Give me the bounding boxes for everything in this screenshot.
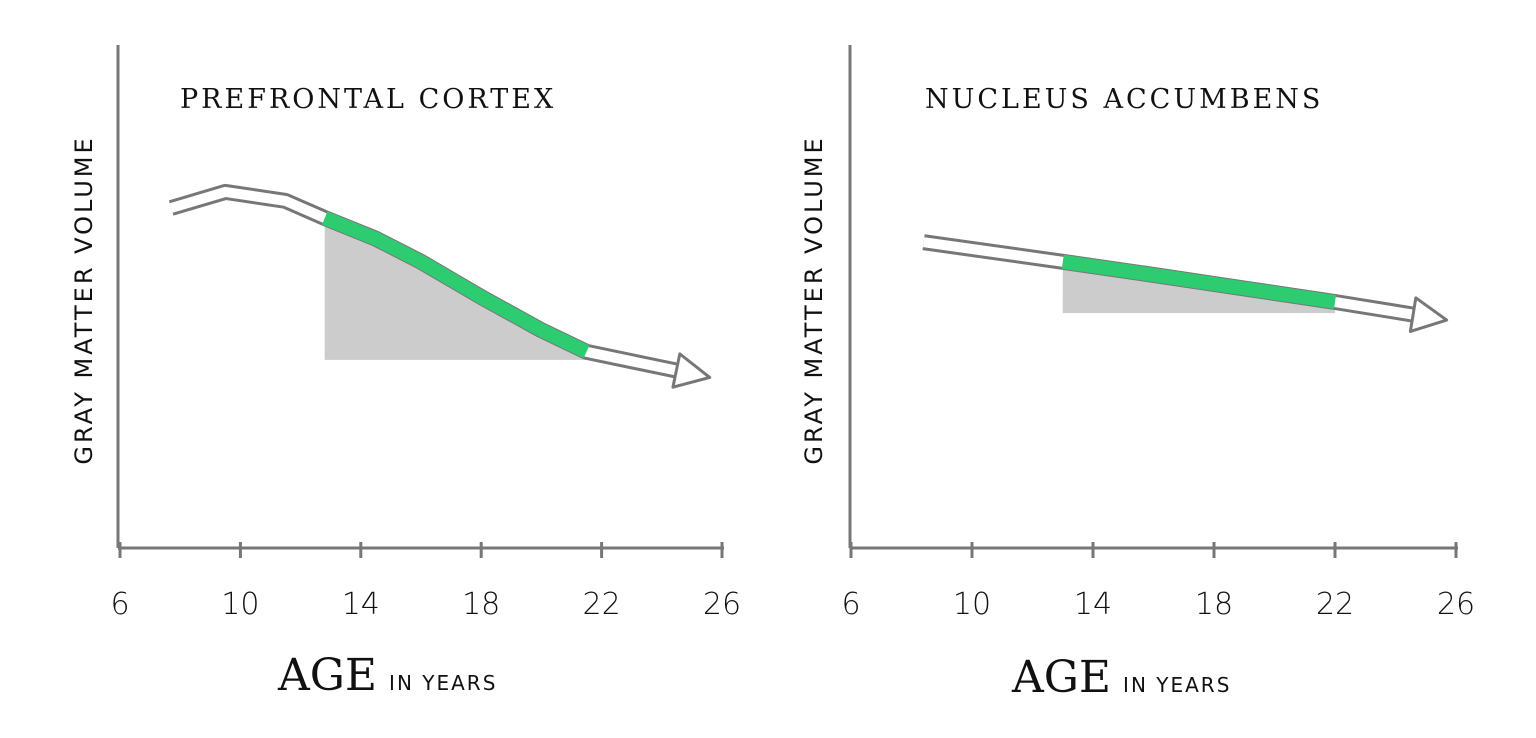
x-tick-label: 6: [841, 587, 860, 622]
y-axis-label: GRAY MATTER VOLUME: [70, 135, 98, 464]
chart-title: PREFRONTAL CORTEX: [180, 84, 556, 115]
x-tick-label: 18: [462, 587, 500, 622]
x-tick-label: 10: [953, 587, 991, 622]
x-tick-label: 26: [703, 587, 741, 622]
x-tick-label: 18: [1195, 587, 1233, 622]
x-tick-label: 10: [221, 587, 259, 622]
x-tick-label: 22: [1316, 587, 1354, 622]
highlight-segment: [322, 211, 590, 359]
x-tick-label: 14: [342, 587, 380, 622]
x-axis-label: AGE IN YEARS: [277, 650, 497, 701]
y-axis-label: GRAY MATTER VOLUME: [800, 135, 828, 464]
x-tick-label: 6: [110, 587, 129, 622]
x-tick-label: 22: [583, 587, 621, 622]
x-tick-label: 26: [1437, 587, 1475, 622]
chart-title: NUCLEUS ACCUMBENS: [925, 84, 1323, 115]
x-tick-label: 14: [1074, 587, 1112, 622]
arrow-head-icon: [1408, 296, 1449, 333]
chart-panel-1: 6 10 14 18 22 26 PREFRONTAL CORTEX GRAY MATTER …: [70, 45, 741, 701]
x-axis-label: AGE IN YEARS: [1011, 652, 1231, 703]
arrow-head-icon: [671, 352, 712, 389]
chart-panel-2: 6 10 14 18 22 26 NUCLEUS ACCUMBENS GRAY MATTER …: [800, 45, 1475, 703]
highlight-segment: [1061, 254, 1337, 309]
